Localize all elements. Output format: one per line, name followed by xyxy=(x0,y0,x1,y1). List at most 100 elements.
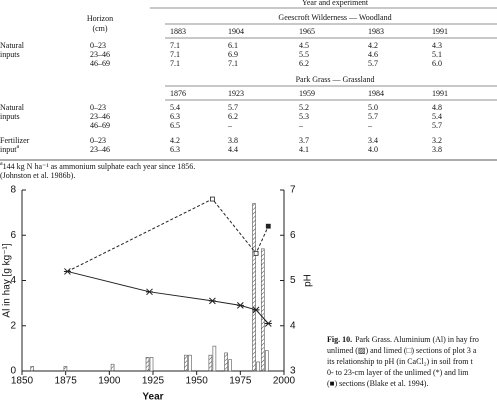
cell: 3.8 xyxy=(228,136,238,145)
cell: 6.0 xyxy=(432,59,442,68)
group-label: Natural xyxy=(0,41,25,50)
x-tick-label: 1900 xyxy=(98,376,121,387)
x-tick-label: 2000 xyxy=(273,376,296,387)
horizon: 0–23 xyxy=(90,103,106,112)
bar xyxy=(110,363,115,372)
y-axis-title: Al in hay [g kg⁻¹] xyxy=(2,243,13,317)
cell: 4.1 xyxy=(299,145,309,154)
x-tick-label: 1950 xyxy=(186,376,209,387)
horizon: 46–69 xyxy=(90,59,110,68)
year: 1991 xyxy=(432,89,448,98)
group-label: Natural xyxy=(0,103,25,112)
cell: 5.7 xyxy=(228,103,238,112)
bar xyxy=(208,354,213,372)
cell: 4.5 xyxy=(299,41,309,50)
footnote-mark: a xyxy=(0,161,3,167)
cell: 6.3 xyxy=(170,112,180,121)
x-tick-label: 1850 xyxy=(11,376,34,387)
cell: 3.7 xyxy=(299,136,309,145)
cell: 7.1 xyxy=(170,50,180,59)
y2-axis-title: pH xyxy=(303,274,314,287)
caption-line: unlimed (▨) and limed (□) sections of pl… xyxy=(327,346,477,355)
cell: – xyxy=(227,121,233,130)
cell: 4.8 xyxy=(432,103,442,112)
horizon-label: Horizon xyxy=(87,14,113,23)
marker xyxy=(252,306,260,314)
caption-line: (■) sections (Blake et al. 1994). xyxy=(327,379,428,388)
cell: 4.6 xyxy=(368,50,378,59)
cell: 4.2 xyxy=(170,136,180,145)
y2-tick-label: 3 xyxy=(290,366,296,377)
cell: 4.4 xyxy=(228,145,238,154)
cell: 7.1 xyxy=(170,41,180,50)
group-label: inputa xyxy=(0,144,19,153)
cell: 5.4 xyxy=(170,103,180,112)
year: 1959 xyxy=(299,89,315,98)
section-title: Park Grass — Grassland xyxy=(296,75,375,84)
caption-line: its relationship to pH (in CaCl₂) in soi… xyxy=(327,357,473,366)
cell: 7.1 xyxy=(170,59,180,68)
source: (Johnston et al. 1986b). xyxy=(0,171,75,180)
footnote-mark: a xyxy=(16,144,19,150)
marker xyxy=(236,302,244,309)
bar xyxy=(145,357,150,372)
marker xyxy=(208,297,216,305)
section-title: Geescroft Wilderness — Woodland xyxy=(278,13,391,22)
horizon: 23–46 xyxy=(90,112,110,121)
marker xyxy=(146,288,154,296)
bar xyxy=(252,203,256,372)
caption-line: Park Grass. Aluminium (Al) in hay fro xyxy=(355,335,479,344)
marker xyxy=(63,268,71,275)
cell: – xyxy=(298,121,304,130)
caption-line: 0- to 23-cm layer of the unlimed (*) and… xyxy=(327,368,469,377)
footnote: a144 kg N ha⁻¹ as ammonium sulphate each… xyxy=(0,161,195,170)
cell: 6.2 xyxy=(228,112,238,121)
bar xyxy=(184,354,188,372)
y-tick-label: 0 xyxy=(10,366,16,377)
cell: 5.4 xyxy=(432,112,442,121)
horizon: 0–23 xyxy=(90,136,106,145)
y-tick-label: 6 xyxy=(10,230,16,241)
cell: 5.7 xyxy=(368,112,378,121)
group-label: inputs xyxy=(0,112,20,121)
y-tick-label: 2 xyxy=(10,320,16,331)
cell: 6.2 xyxy=(299,59,309,68)
year: 1983 xyxy=(368,27,384,36)
bar xyxy=(149,357,154,372)
caption-label: Fig. 10. xyxy=(327,335,352,344)
year: 1876 xyxy=(170,89,186,98)
y-tick-label: 4 xyxy=(10,275,16,286)
cell: 5.1 xyxy=(432,50,442,59)
marker xyxy=(209,196,215,202)
bar xyxy=(30,366,35,372)
marker xyxy=(253,250,259,256)
cell: 3.8 xyxy=(432,145,442,154)
cell: 5.3 xyxy=(299,112,309,121)
cell: 5.7 xyxy=(368,59,378,68)
year: 1883 xyxy=(170,27,186,36)
x-axis-title: Year xyxy=(142,392,163,403)
y2-tick-label: 4 xyxy=(290,320,296,331)
cell: 6.9 xyxy=(228,50,238,59)
cell: 4.2 xyxy=(368,41,378,50)
bar xyxy=(188,354,192,372)
bar xyxy=(228,359,232,372)
bar xyxy=(260,248,265,372)
year: 1965 xyxy=(299,27,315,36)
line xyxy=(67,270,269,324)
group-label: inputs xyxy=(0,50,20,59)
year: 1923 xyxy=(228,89,244,98)
cell: 4.3 xyxy=(432,41,442,50)
cell: 5.0 xyxy=(368,103,378,112)
x-tick-label: 1925 xyxy=(142,376,165,387)
horizon-label: (cm) xyxy=(92,24,107,33)
footnote-text: 144 kg N ha⁻¹ as ammonium sulphate each … xyxy=(3,162,196,171)
cell: 6.1 xyxy=(228,41,238,50)
cell: 4.0 xyxy=(368,145,378,154)
year: 1904 xyxy=(228,27,244,36)
cell: 6.3 xyxy=(170,145,180,154)
cell: – xyxy=(367,121,373,130)
x-tick-label: 1975 xyxy=(229,376,252,387)
bar xyxy=(264,350,269,372)
